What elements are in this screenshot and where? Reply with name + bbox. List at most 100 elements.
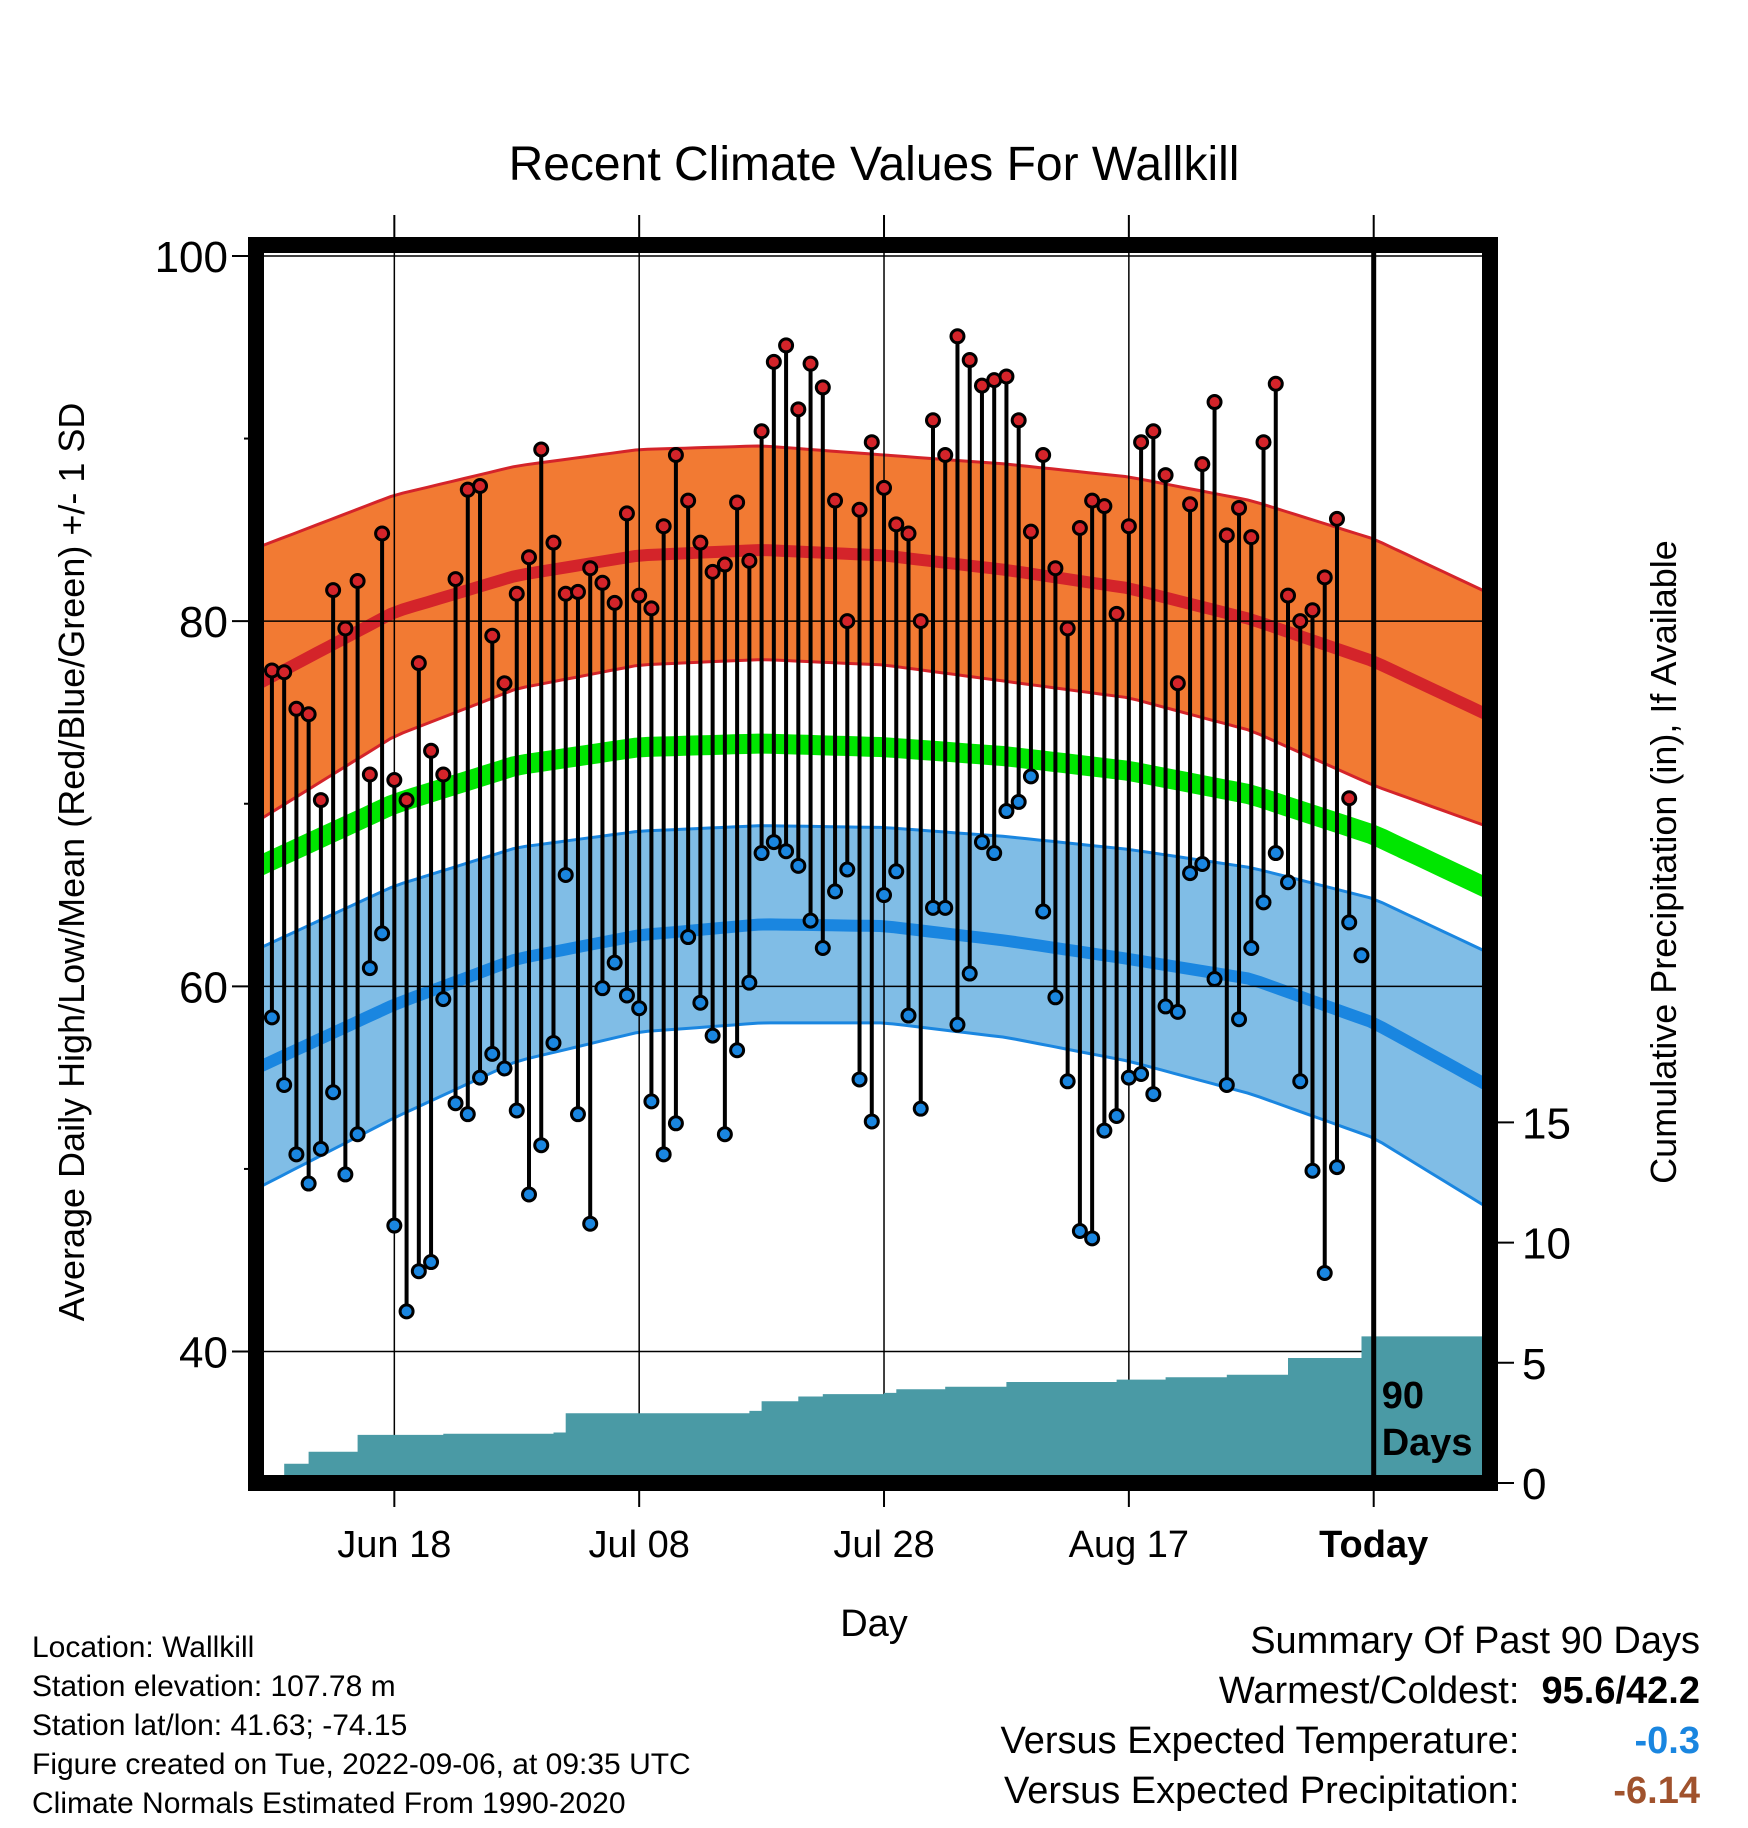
high-point xyxy=(410,655,427,672)
high-point xyxy=(472,478,489,495)
daily-points xyxy=(263,328,1370,1320)
location-text: Location: Wallkill xyxy=(32,1631,255,1664)
elevation-text: Station elevation: 107.78 m xyxy=(32,1670,396,1703)
high-point xyxy=(1120,518,1137,535)
low-point xyxy=(361,960,378,977)
high-point xyxy=(337,620,354,637)
high-point xyxy=(655,518,672,535)
high-point xyxy=(1280,587,1297,604)
low-point xyxy=(1206,971,1223,988)
y2-tick-label: 10 xyxy=(1522,1220,1571,1269)
low-point xyxy=(1035,903,1052,920)
high-point xyxy=(1096,498,1113,515)
high-point xyxy=(300,706,317,723)
low-point xyxy=(1022,768,1039,785)
low-point xyxy=(1071,1223,1088,1240)
high-point xyxy=(386,772,403,789)
high-point xyxy=(667,446,684,463)
high-point xyxy=(863,434,880,451)
low-point xyxy=(1194,856,1211,872)
y2-tick-label: 0 xyxy=(1522,1460,1546,1509)
low-point xyxy=(557,866,574,883)
low-point xyxy=(1218,1076,1235,1093)
low-point xyxy=(1059,1073,1076,1090)
high-point xyxy=(692,534,709,551)
high-point xyxy=(704,563,721,580)
low-point xyxy=(1316,1265,1333,1282)
high-point xyxy=(582,560,599,577)
high-point xyxy=(1328,510,1345,527)
low-point xyxy=(276,1076,293,1093)
high-point xyxy=(827,492,844,509)
low-point xyxy=(863,1113,880,1130)
low-point xyxy=(667,1115,684,1132)
warm-cold-label: Warmest/Coldest: xyxy=(1218,1670,1520,1712)
today-days-unit: Days xyxy=(1382,1422,1473,1464)
high-point xyxy=(1267,375,1284,392)
high-point xyxy=(802,355,819,372)
low-point xyxy=(900,1007,917,1024)
y-tick-label: 100 xyxy=(155,233,228,282)
high-point xyxy=(753,423,770,440)
low-point xyxy=(1182,865,1199,882)
high-point xyxy=(533,441,550,458)
summary-heading: Summary Of Past 90 Days xyxy=(1250,1620,1700,1662)
y2-tick-label: 15 xyxy=(1522,1099,1571,1148)
high-point xyxy=(778,337,795,354)
cumulative-precip-area xyxy=(271,1336,1490,1483)
low-point xyxy=(288,1146,305,1163)
low-point xyxy=(398,1303,415,1320)
high-point xyxy=(790,401,807,418)
high-point xyxy=(1341,790,1358,807)
low-point xyxy=(716,1126,733,1143)
high-point xyxy=(1010,412,1027,429)
high-point xyxy=(508,585,525,602)
high-point xyxy=(900,525,917,542)
low-point xyxy=(1292,1073,1309,1090)
low-point xyxy=(631,1000,648,1017)
high-point xyxy=(618,505,635,522)
high-point xyxy=(998,368,1015,385)
low-lower-line xyxy=(255,1021,1491,1211)
high-point xyxy=(1059,620,1076,637)
low-point xyxy=(851,1071,868,1088)
high-point xyxy=(888,516,905,533)
high-point xyxy=(631,587,648,604)
high-point xyxy=(839,613,856,630)
low-point xyxy=(423,1254,440,1271)
high-point xyxy=(814,379,831,396)
high-point xyxy=(1292,613,1309,630)
precip-row: Versus Expected Precipitation: -6.14 xyxy=(1001,1766,1700,1816)
low-point xyxy=(912,1100,929,1117)
temp-row: Versus Expected Temperature: -0.3 xyxy=(1001,1716,1700,1766)
high-point xyxy=(1206,394,1223,411)
high-point xyxy=(569,583,586,600)
low-point xyxy=(1108,1107,1125,1124)
low-point xyxy=(790,857,807,874)
low-point xyxy=(484,1045,501,1062)
low-point xyxy=(582,1215,599,1232)
high-point xyxy=(545,534,562,551)
high-point xyxy=(423,742,440,759)
plot-border xyxy=(248,237,1498,1491)
high-point xyxy=(643,600,660,617)
high-point xyxy=(594,574,611,591)
high-point xyxy=(447,571,464,588)
temp-value: -0.3 xyxy=(1634,1720,1700,1762)
y-axis-label: Average Daily High/Low/Mean (Red/Blue/Gr… xyxy=(51,403,92,1322)
low-point xyxy=(1243,939,1260,956)
high-point xyxy=(361,766,378,783)
low-point xyxy=(998,803,1015,820)
low-point xyxy=(374,925,391,942)
low-point xyxy=(1328,1159,1345,1176)
low-point xyxy=(594,980,611,997)
warm-cold-value: 95.6/42.2 xyxy=(1541,1670,1700,1712)
high-point xyxy=(680,492,697,509)
x-tick-label: Jun 18 xyxy=(337,1524,451,1566)
low-point xyxy=(814,939,831,956)
low-point xyxy=(349,1126,366,1143)
low-point xyxy=(729,1042,746,1059)
normals-text: Climate Normals Estimated From 1990-2020 xyxy=(32,1787,626,1820)
low-point xyxy=(459,1106,476,1123)
low-point xyxy=(263,1009,280,1026)
